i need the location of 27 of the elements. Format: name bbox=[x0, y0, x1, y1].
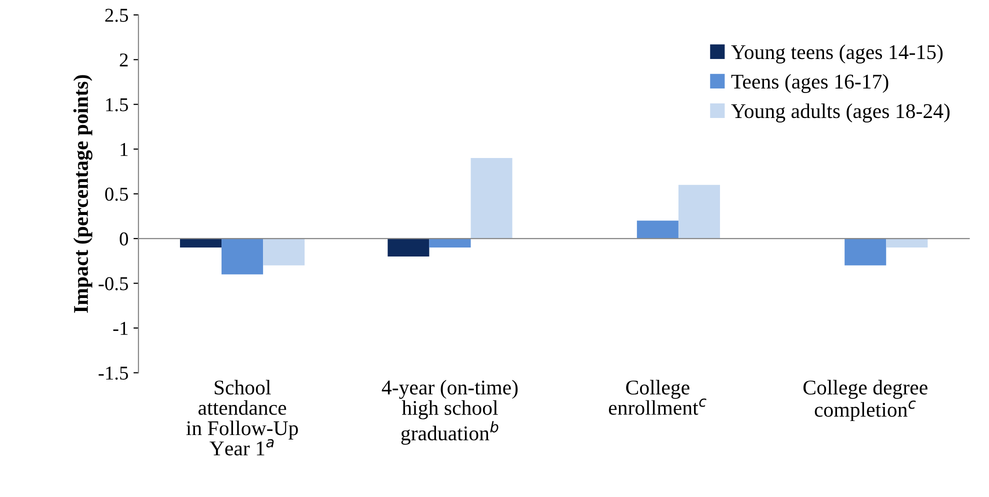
y-tick-label: 2 bbox=[120, 54, 128, 66]
legend-label: Young teens (ages 14-15) bbox=[731, 44, 943, 64]
bar bbox=[844, 238, 886, 266]
legend-label: Teens (ages 16-17) bbox=[731, 74, 888, 93]
bar bbox=[886, 238, 928, 248]
y-tick-label: 1.5 bbox=[106, 98, 128, 112]
y-tick-label: -1 bbox=[113, 322, 128, 335]
bar bbox=[222, 238, 264, 274]
x-tick-label: School attendance in Follow-Up Year 1$^{a}$ bbox=[186, 380, 298, 456]
y-tick-label: 2.5 bbox=[105, 8, 128, 22]
y-tick-label: 0.5 bbox=[105, 188, 128, 201]
bar bbox=[678, 184, 720, 239]
y-tick-label: -0.5 bbox=[98, 277, 128, 290]
y-tick-label: -1.5 bbox=[98, 366, 128, 380]
y-tick-label: 1 bbox=[120, 143, 128, 156]
bar bbox=[388, 238, 430, 256]
bar bbox=[636, 220, 678, 239]
x-tick-label: College degree completion$^{c}$ bbox=[803, 380, 928, 422]
legend-label: Young adults (ages 18-24) bbox=[731, 104, 950, 122]
bar bbox=[429, 238, 471, 248]
bar bbox=[263, 238, 305, 266]
bar bbox=[180, 238, 222, 248]
y-axis-title: Impact (percentage points) bbox=[73, 75, 92, 313]
x-tick-label: College enrollment$^{c}$ bbox=[608, 380, 706, 415]
bar bbox=[470, 158, 512, 239]
x-tick-label: 4-year (on-time) high school graduation$^{b}$ bbox=[382, 380, 518, 445]
y-tick-label: 0 bbox=[120, 232, 128, 246]
